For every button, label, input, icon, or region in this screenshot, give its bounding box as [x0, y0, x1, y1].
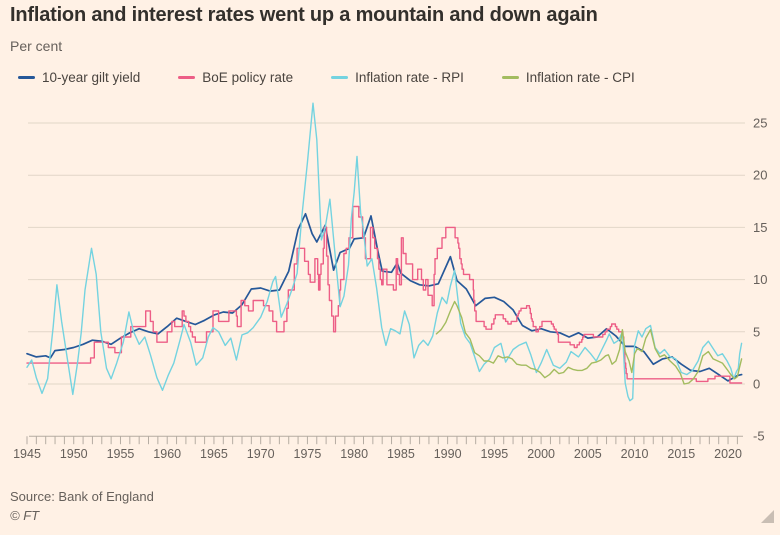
x-tick-label: 2000: [527, 447, 555, 461]
x-tick-label: 2005: [574, 447, 602, 461]
y-tick-label: 10: [753, 272, 767, 287]
legend-item-gilt-yield: 10-year gilt yield: [18, 70, 140, 85]
legend-label-policy-rate: BoE policy rate: [202, 70, 294, 85]
y-axis: -5 0 5 10 15 20 25: [753, 116, 767, 444]
x-tick-label: 1990: [434, 447, 462, 461]
x-tick-label: 1985: [387, 447, 415, 461]
chart-canvas: 1945 1950 1955 1960 1965 1970 1975 1980 1985 1990…: [13, 102, 767, 461]
y-tick-label: 5: [753, 324, 760, 339]
legend-swatch-gilt-yield: [18, 76, 35, 79]
legend-label-gilt-yield: 10-year gilt yield: [42, 70, 141, 85]
x-tick-label: 1970: [247, 447, 275, 461]
series-line-inflation-rate-rpi: [26, 102, 743, 402]
x-tick-label: 1965: [200, 447, 228, 461]
x-tick-label: 1955: [107, 447, 135, 461]
chart-legend: 10-year gilt yield BoE policy rate Infla…: [18, 70, 635, 85]
series-line-boe-policy-rate: [26, 205, 743, 384]
y-tick-label: -5: [753, 429, 765, 444]
x-tick-label: 2020: [714, 447, 742, 461]
x-tick-label: 1950: [60, 447, 88, 461]
x-tick-label: 1945: [13, 447, 41, 461]
legend-swatch-inflation-cpi: [501, 76, 519, 79]
legend-label-inflation-cpi: Inflation rate - CPI: [525, 70, 635, 85]
chart-title: Inflation and interest rates went up a m…: [10, 4, 598, 26]
legend-item-policy-rate: BoE policy rate: [178, 70, 293, 85]
axis-unit-label: Per cent: [10, 38, 63, 54]
legend-swatch-inflation-rpi: [331, 76, 349, 79]
x-tick-label: 2015: [667, 447, 695, 461]
x-tick-label: 1960: [153, 447, 181, 461]
x-axis: 1945 1950 1955 1960 1965 1970 1975 1980 1985 1990…: [13, 435, 743, 461]
series-line-inflation-rate-cpi: [435, 300, 743, 385]
x-tick-label: 1995: [480, 447, 508, 461]
y-tick-label: 20: [753, 168, 767, 183]
copyright-note: © FT: [10, 508, 40, 523]
resize-handle-icon[interactable]: [761, 510, 774, 523]
source-note: Source: Bank of England: [10, 489, 154, 504]
x-tick-label: 1980: [340, 447, 368, 461]
x-tick-label: 2010: [621, 447, 649, 461]
legend-item-inflation-rpi: Inflation rate - RPI: [331, 70, 464, 85]
legend-item-inflation-cpi: Inflation rate - CPI: [501, 70, 635, 85]
x-tick-label: 1975: [294, 447, 322, 461]
y-tick-label: 25: [753, 116, 767, 131]
y-tick-label: 0: [753, 377, 760, 392]
legend-swatch-policy-rate: [178, 76, 196, 79]
legend-label-inflation-rpi: Inflation rate - RPI: [355, 70, 464, 85]
y-tick-label: 15: [753, 220, 767, 235]
